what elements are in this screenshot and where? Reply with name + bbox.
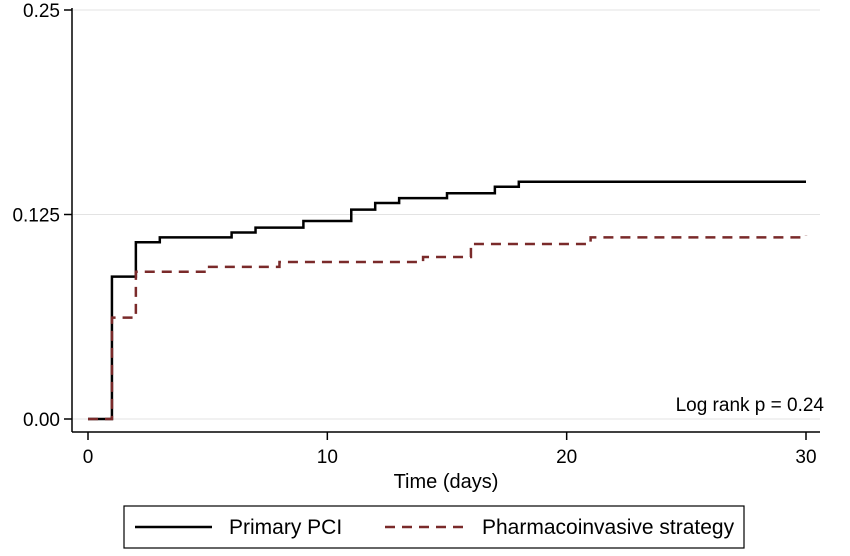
y-tick-label: 0.125: [12, 206, 60, 227]
legend-label-primary-pci: Primary PCI: [229, 516, 342, 539]
x-axis-title: Time (days): [394, 471, 499, 493]
x-tick-label: 0: [83, 447, 94, 468]
legend-box: [123, 505, 745, 549]
x-tick-label: 20: [556, 447, 577, 468]
y-tick-label: 0.00: [23, 410, 60, 431]
x-tick-label: 30: [795, 447, 816, 468]
legend-label-pharmacoinvasive: Pharmacoinvasive strategy: [482, 516, 735, 539]
x-tick-label: 10: [317, 447, 338, 468]
y-tick-label: 0.25: [23, 1, 60, 22]
series-line-pharmacoinvasive: [88, 235, 808, 421]
series-line-primary-pci: [88, 180, 806, 421]
x-ticks: 0 10 20 30: [83, 432, 817, 468]
y-ticks: 0.00 0.125 0.25: [12, 1, 72, 431]
series-lines: [88, 180, 808, 421]
axes: [71, 8, 820, 433]
grid-lines: [73, 9, 820, 420]
legend: Primary PCI Pharmacoinvasive strategy: [123, 505, 745, 549]
log-rank-annotation: Log rank p = 0.24: [676, 395, 825, 416]
